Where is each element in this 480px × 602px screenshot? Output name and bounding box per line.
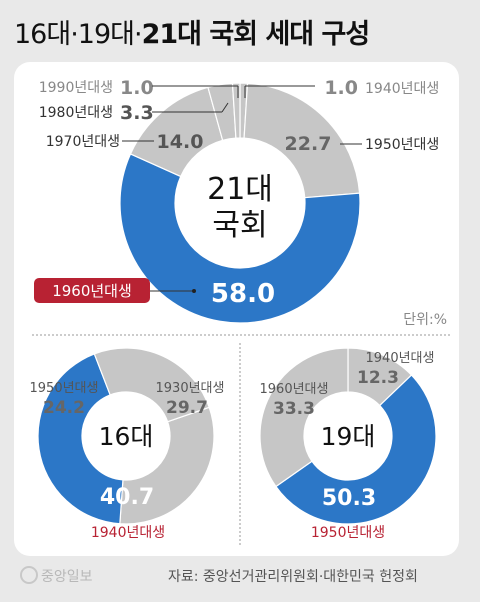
- slice-label: 1940년대생: [366, 351, 435, 366]
- center-label: 19대: [321, 422, 376, 451]
- highlight-badge-label: 1960년대생: [52, 282, 132, 300]
- joongang-logo: 중앙일보: [20, 566, 93, 586]
- slice-label: 1950년대생: [30, 381, 99, 396]
- slice-label: 1930년대생: [156, 381, 225, 396]
- slice-value: 3.3: [120, 102, 154, 124]
- slice-value: 1.0: [324, 77, 358, 99]
- unit-label: 단위:%: [403, 312, 447, 328]
- title-light: 16대·19대·: [14, 19, 143, 50]
- slice-label: 1940년대생: [365, 81, 439, 97]
- slice-label: 1970년대생: [46, 134, 120, 150]
- highlight-badge: [34, 278, 150, 303]
- slice-value: 50.3: [322, 486, 376, 511]
- slice-value: 22.7: [285, 133, 332, 155]
- page-title: 16대·19대·21대 국회 세대 구성: [14, 12, 371, 51]
- source-note: 자료: 중앙선거관리위원회·대한민국 헌정회: [168, 569, 418, 585]
- leader-dot: [192, 289, 196, 293]
- slice-label: 1990년대생: [39, 80, 113, 96]
- center-label-line1: 21대: [207, 172, 273, 207]
- slice-value: 33.3: [273, 399, 315, 419]
- slice-value: 14.0: [157, 131, 204, 153]
- slice-label: 1950년대생: [365, 137, 439, 153]
- slice-value: 12.3: [357, 368, 399, 388]
- logo-text: 중앙일보: [41, 569, 93, 585]
- slice-value: 1.0: [120, 77, 154, 99]
- slice-label: 1960년대생: [260, 382, 329, 397]
- slice-value: 40.7: [100, 485, 154, 510]
- slice-1940년대생: [37, 353, 124, 525]
- chart-19th-assembly: 19대 1940년대생 12.3 50.3 1960년대생 33.3 1950년대생: [259, 347, 437, 541]
- slice-1960년대생: [259, 347, 349, 488]
- logo-circle-icon: [20, 566, 38, 584]
- slice-1930년대생: [119, 406, 215, 525]
- slice-value: 24.2: [43, 398, 85, 418]
- center-label: 16대: [99, 422, 154, 451]
- slice-1950년대생: [93, 347, 210, 423]
- slice-value: 58.0: [211, 279, 275, 309]
- slice-label: 1980년대생: [39, 105, 113, 121]
- title-bold: 21대 국회 세대 구성: [141, 19, 371, 50]
- slice-1960년대생: [119, 153, 361, 324]
- slice-value: 29.7: [166, 398, 208, 418]
- highlight-label: 1940년대생: [91, 525, 165, 541]
- chart-16th-assembly: 16대 1930년대생 29.7 40.7 1950년대생 24.2 1940년대생: [30, 347, 225, 541]
- highlight-label: 1950년대생: [311, 525, 385, 541]
- leader-line: [221, 102, 229, 113]
- slice-1950년대생: [243, 82, 361, 199]
- slice-1950년대생: [275, 374, 437, 525]
- center-label-line2: 국회: [212, 208, 267, 243]
